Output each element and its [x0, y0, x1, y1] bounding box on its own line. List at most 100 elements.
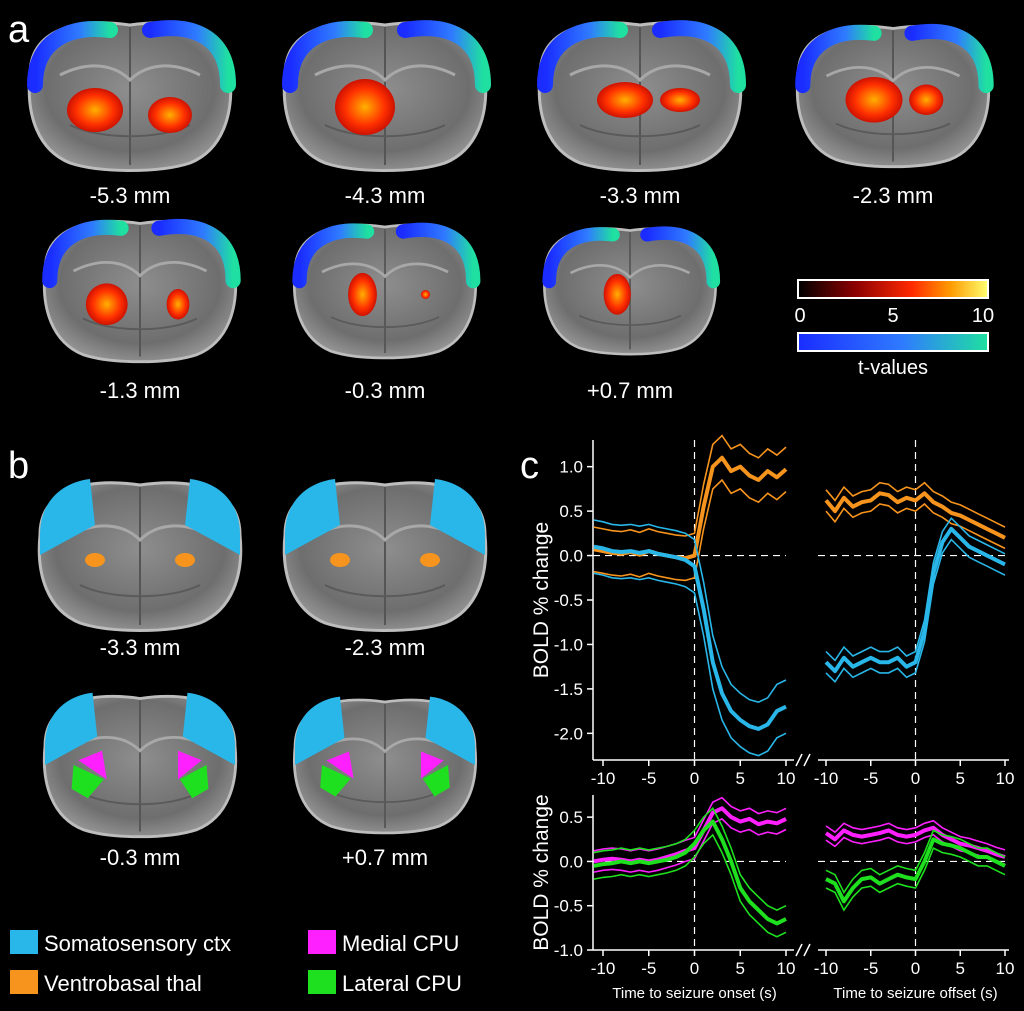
x-tick-label: 5: [956, 959, 965, 978]
negative-activation-left: [537, 21, 628, 93]
x-tick-label: 0: [911, 769, 920, 788]
negative-activation-right: [395, 222, 481, 289]
y-tick-label: 0.0: [559, 547, 583, 566]
y-tick-label: -0.5: [554, 897, 583, 916]
legend-label-somatosensory: Somatosensory ctx: [44, 931, 231, 956]
roi-medial-cpu-right: [421, 751, 444, 779]
slice-position-label: -3.3 mm: [100, 635, 181, 660]
negative-activation-right: [397, 20, 491, 93]
y-tick-label: -1.0: [554, 941, 583, 960]
brain-slice-a: [42, 218, 241, 364]
roi-ventrobasal-left: [330, 553, 350, 567]
roi-somatosensory-left: [44, 692, 98, 765]
slice-position-label: -5.3 mm: [90, 183, 171, 208]
legend-label-lateral-cpu: Lateral CPU: [342, 971, 462, 996]
colorbar-tick-10: 10: [972, 305, 994, 327]
t-value-colorbar: 0 5 10 t-values: [794, 279, 994, 379]
error-band-upper: [593, 806, 787, 911]
roi-legend: Somatosensory ctx Medial CPU Ventrobasal…: [10, 930, 462, 996]
brain-slice-b: [37, 479, 243, 632]
panel-b-letter: b: [8, 445, 29, 487]
slice-position-label: +0.7 mm: [342, 845, 428, 870]
negative-activation-left: [795, 24, 882, 94]
x-tick-label: -10: [814, 769, 839, 788]
roi-lateral-cpu-right: [422, 765, 450, 797]
positive-activation-blob: [166, 289, 190, 320]
slice-position-label: -2.3 mm: [853, 183, 934, 208]
x-tick-label: 0: [690, 769, 699, 788]
negative-activation-right: [652, 20, 746, 93]
slice-position-label: -1.3 mm: [100, 378, 181, 403]
y-tick-label: 0.0: [559, 852, 583, 871]
axis-break-mark: [795, 753, 811, 767]
positive-activation-blob: [67, 88, 123, 132]
x-tick-label: -5: [641, 959, 656, 978]
error-band-lower: [593, 572, 787, 757]
series-1: [593, 806, 1006, 938]
legend-swatch-lateral-cpu: [308, 970, 336, 994]
positive-activation-blob: [85, 283, 128, 326]
y-tick-label: 1.0: [559, 458, 583, 477]
roi-somatosensory-right: [430, 479, 485, 555]
negative-activation-left: [542, 227, 620, 289]
x-tick-label: -10: [591, 769, 616, 788]
x-tick-label: -10: [591, 959, 616, 978]
roi-ventrobasal-left: [85, 553, 105, 567]
legend-label-ventrobasal: Ventrobasal thal: [44, 971, 202, 996]
axis-break-mark: [795, 943, 811, 957]
y-tick-label: 0.5: [559, 502, 583, 521]
brain-slice-b: [42, 692, 238, 839]
positive-activation-blob: [603, 273, 631, 315]
roi-somatosensory-right: [425, 696, 475, 765]
error-band-upper: [825, 516, 1006, 662]
negative-activation-left: [42, 219, 129, 289]
slice-position-label: -0.3 mm: [345, 378, 426, 403]
roi-somatosensory-left: [295, 696, 345, 765]
y-tick-label: -0.5: [554, 591, 583, 610]
roi-somatosensory-right: [185, 479, 240, 555]
positive-activation-blob: [597, 82, 653, 118]
error-band-lower: [593, 478, 787, 582]
error-band-lower: [593, 833, 787, 938]
positive-activation-blob: [660, 88, 700, 112]
error-band-lower: [593, 817, 787, 873]
legend-swatch-somatosensory: [10, 930, 38, 954]
panel-c-letter: c: [520, 445, 539, 487]
roi-ventrobasal-right: [420, 553, 440, 567]
roi-somatosensory-right: [182, 692, 235, 765]
error-band-lower: [825, 846, 1006, 912]
legend-swatch-medial-cpu: [308, 930, 336, 954]
colorbar-tick-0: 0: [794, 305, 805, 327]
x-tick-label: 5: [736, 769, 745, 788]
x-tick-label: -10: [814, 959, 839, 978]
roi-medial-cpu-left: [326, 751, 354, 779]
roi-lateral-cpu-right: [179, 765, 209, 799]
legend-label-medial-cpu: Medial CPU: [342, 931, 459, 956]
roi-somatosensory-left: [285, 479, 340, 555]
x-tick-label: 10: [996, 769, 1015, 788]
x-tick-label: 10: [777, 959, 796, 978]
error-band-lower: [825, 538, 1006, 684]
x-tick-label: 5: [956, 769, 965, 788]
x-tick-label: -5: [641, 769, 656, 788]
slice-position-label: +0.7 mm: [587, 378, 673, 403]
positive-activation-blob: [335, 79, 395, 135]
x-tick-label: -5: [863, 959, 878, 978]
y-tick-label: 0.5: [559, 808, 583, 827]
x-tick-label: 10: [996, 959, 1015, 978]
brain-slice-a: [537, 20, 746, 172]
mean-line: [593, 544, 787, 731]
roi-medial-cpu-right: [178, 750, 202, 780]
error-band-lower: [825, 502, 1006, 550]
slice-position-label: -4.3 mm: [345, 183, 426, 208]
slice-position-label: -3.3 mm: [600, 183, 681, 208]
slice-position-label: -2.3 mm: [345, 635, 426, 660]
panel-a-letter: a: [8, 9, 30, 51]
mean-line: [825, 837, 1006, 904]
series-1: [593, 516, 1006, 757]
error-band-upper: [593, 796, 787, 852]
roi-ventrobasal-right: [175, 553, 195, 567]
